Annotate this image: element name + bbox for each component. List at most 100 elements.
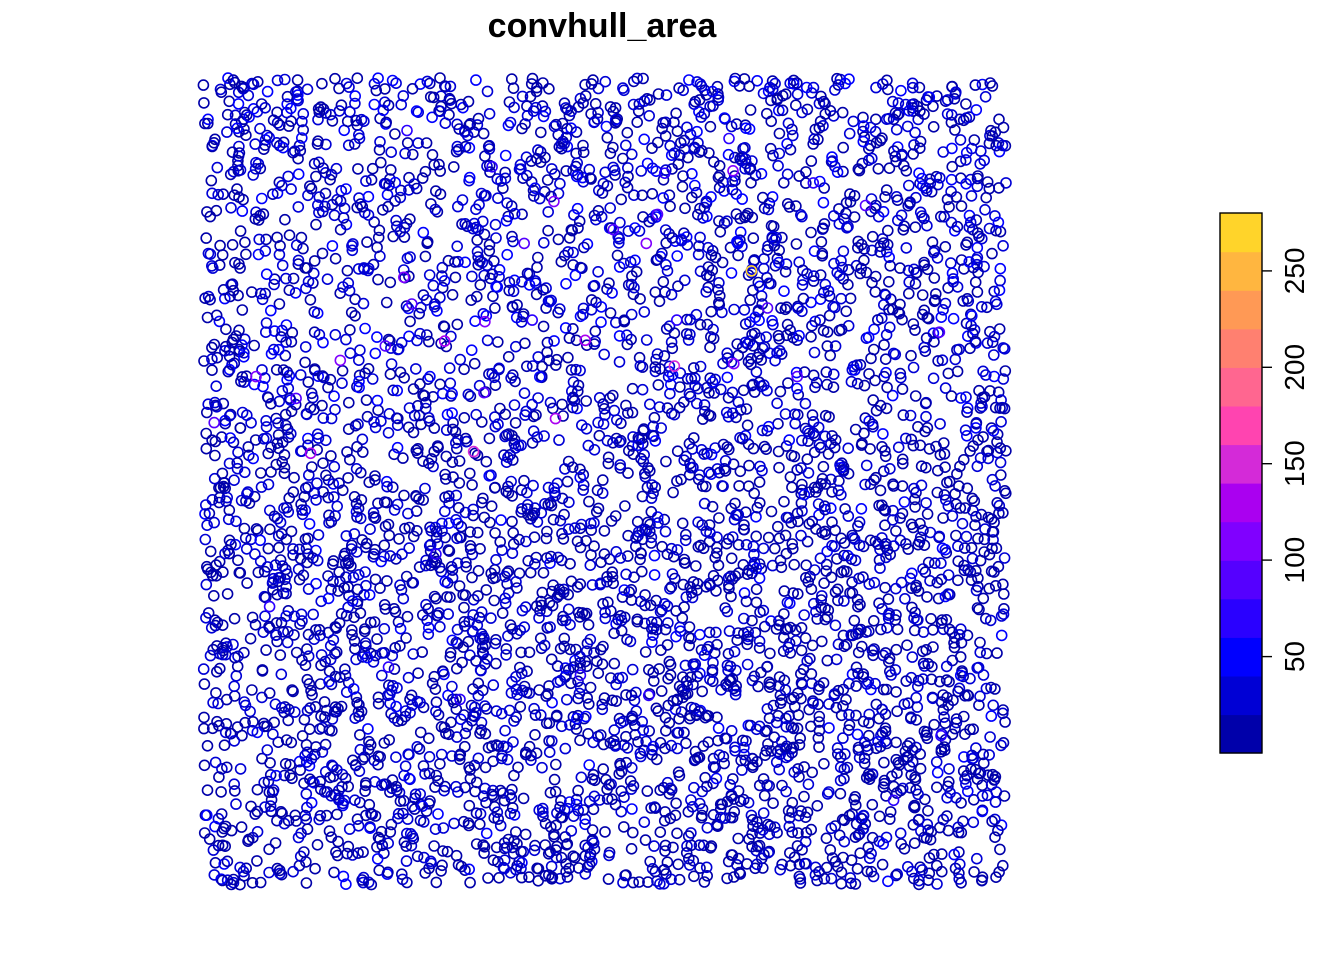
data-point — [843, 127, 856, 140]
data-point — [375, 779, 388, 791]
data-point — [223, 547, 235, 560]
data-point — [473, 199, 485, 211]
data-point — [861, 865, 874, 878]
data-point — [389, 176, 402, 189]
data-point — [571, 157, 584, 169]
data-point — [709, 373, 722, 386]
data-point — [234, 164, 247, 176]
data-point — [677, 578, 690, 591]
data-point — [326, 724, 338, 737]
data-point — [480, 796, 492, 809]
data-point — [344, 347, 357, 360]
data-point — [288, 471, 300, 484]
data-point — [339, 772, 352, 785]
data-point — [807, 138, 820, 150]
data-point — [200, 578, 213, 591]
data-point — [419, 402, 432, 415]
data-point — [264, 304, 277, 317]
data-point — [295, 132, 308, 144]
data-point — [977, 748, 990, 761]
data-point — [384, 164, 397, 176]
data-point — [472, 564, 485, 577]
data-point — [537, 810, 549, 823]
data-point — [478, 228, 491, 241]
data-point — [532, 874, 545, 887]
data-point — [355, 705, 368, 718]
data-point — [505, 200, 518, 212]
data-point — [957, 710, 970, 723]
data-point — [867, 343, 880, 356]
data-point — [399, 522, 411, 535]
data-point — [529, 709, 542, 721]
data-point — [308, 363, 321, 375]
data-point — [896, 453, 909, 466]
data-point — [703, 147, 715, 159]
data-point — [706, 664, 719, 676]
data-point — [601, 575, 613, 588]
data-point — [486, 788, 499, 801]
data-point — [637, 72, 649, 85]
data-point — [317, 486, 330, 498]
data-point — [546, 599, 559, 612]
data-point — [833, 324, 846, 337]
data-point — [721, 605, 734, 618]
data-point — [617, 821, 630, 833]
data-point — [902, 543, 915, 555]
data-point — [672, 858, 685, 871]
data-point — [750, 583, 763, 596]
data-point — [970, 214, 983, 226]
data-point — [879, 289, 892, 302]
data-point — [634, 360, 647, 372]
data-point — [259, 610, 271, 623]
data-point — [807, 81, 820, 94]
data-point — [680, 846, 693, 859]
data-point — [228, 474, 240, 487]
data-point — [693, 751, 706, 764]
data-point — [880, 402, 893, 415]
data-point — [807, 697, 819, 709]
data-point — [268, 510, 281, 523]
data-point — [428, 590, 441, 603]
data-point — [202, 117, 214, 130]
data-point — [976, 790, 989, 802]
data-point — [973, 699, 985, 712]
data-point — [948, 631, 961, 644]
data-point — [372, 697, 385, 710]
data-point — [395, 584, 408, 596]
data-point — [966, 492, 979, 505]
data-point — [424, 370, 436, 383]
data-point — [791, 687, 804, 700]
data-point — [557, 410, 569, 422]
data-point — [655, 644, 667, 657]
data-point — [705, 448, 718, 461]
data-point — [651, 136, 664, 149]
data-point — [630, 265, 643, 278]
data-point — [657, 117, 670, 129]
data-point — [619, 500, 631, 512]
data-point — [434, 291, 446, 304]
data-point — [385, 358, 398, 370]
data-point — [712, 722, 725, 734]
data-point — [400, 300, 413, 312]
data-point — [945, 216, 958, 229]
data-point — [198, 722, 210, 735]
data-point — [558, 632, 571, 645]
data-point — [747, 232, 760, 244]
data-point — [431, 609, 444, 622]
data-point — [872, 538, 884, 551]
data-point — [955, 876, 967, 889]
data-point — [490, 657, 502, 670]
data-point — [685, 372, 698, 385]
data-point — [538, 430, 550, 442]
data-point — [340, 530, 353, 542]
data-point — [729, 684, 742, 697]
data-point — [757, 542, 770, 555]
data-point — [457, 815, 470, 828]
data-point — [501, 248, 514, 261]
data-point — [317, 371, 330, 384]
data-point — [977, 757, 990, 770]
data-point — [319, 655, 332, 668]
data-point — [989, 683, 1001, 695]
data-point — [615, 624, 628, 637]
